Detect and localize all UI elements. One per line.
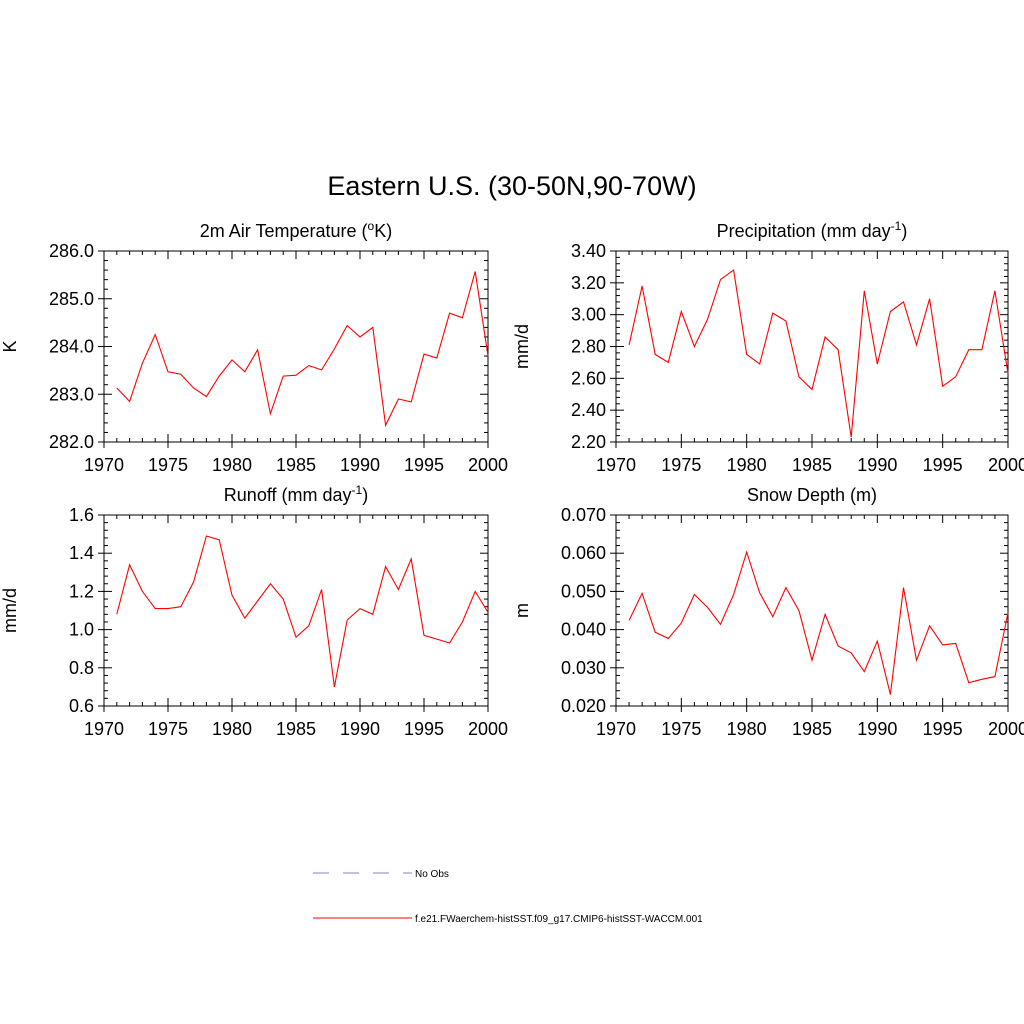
y-tick-label: 0.070 [561,505,606,525]
x-tick-label: 1985 [792,719,832,739]
y-tick-label: 3.00 [571,305,606,325]
y-tick-label: 0.6 [69,696,94,716]
panel-title-sup: -1 [891,219,902,233]
legend-model-label: f.e21.FWaerchem-histSST.f09_g17.CMIP6-hi… [415,914,703,925]
y-tick-label: 0.030 [561,658,606,678]
x-tick-label: 1995 [404,719,444,739]
x-tick-label: 1975 [148,455,188,475]
legend: No Obs f.e21.FWaerchem-histSST.f09_g17.C… [313,869,703,925]
x-tick-label: 2000 [468,719,508,739]
figure-title: Eastern U.S. (30-50N,90-70W) [327,171,696,201]
panel-title: Snow Depth (m) [747,485,877,505]
y-tick-label: 0.8 [69,658,94,678]
y-tick-label: 1.6 [69,505,94,525]
y-axis-label: mm/d [512,324,532,369]
x-tick-label: 1975 [661,455,701,475]
panels: 2m Air Temperature (oK) K 1970 1975 1980 1985… [0,219,1024,739]
panel-title: 2m Air Temperature (oK) [200,219,392,241]
panel-title-main: Snow Depth (m) [747,485,877,505]
x-tick-label: 1970 [84,455,124,475]
y-tick-label: 0.040 [561,620,606,640]
x-tick-label: 1980 [212,455,252,475]
series-line-0 [116,271,489,428]
series-line-0 [628,269,1009,438]
x-tick-label: 2000 [468,455,508,475]
y-tick-label: 1.2 [69,581,94,601]
x-tick-label: 1975 [661,719,701,739]
y-tick-label: 284.0 [49,337,94,357]
panel-1: Precipitation (mm day-1) mm/d 1970 1975 1980… [512,219,1024,475]
y-axis-label: mm/d [0,588,20,633]
series-line-0 [116,535,489,688]
panel-title-tail: ) [362,485,368,505]
y-tick-label: 2.20 [571,432,606,452]
y-tick-label: 0.020 [561,696,606,716]
x-tick-label: 1985 [792,455,832,475]
panel-2: Runoff (mm day-1) mm/d 1970 1975 1980 1985 199… [0,483,508,739]
x-tick-label: 1990 [340,455,380,475]
x-tick-label: 1980 [727,719,767,739]
x-tick-label: 1995 [923,719,963,739]
y-tick-label: 0.050 [561,581,606,601]
panel-title: Runoff (mm day-1) [224,483,368,505]
x-tick-label: 2000 [988,455,1024,475]
panel-title-main: 2m Air Temperature ( [200,221,368,241]
x-tick-label: 1985 [276,455,316,475]
panel-title: Precipitation (mm day-1) [717,219,908,241]
panel-title-sup: -1 [352,483,363,497]
x-tick-label: 1970 [596,719,636,739]
x-tick-label: 1995 [404,455,444,475]
y-tick-label: 282.0 [49,432,94,452]
y-tick-label: 283.0 [49,384,94,404]
x-tick-label: 1980 [727,455,767,475]
y-tick-label: 1.0 [69,620,94,640]
y-tick-label: 2.60 [571,368,606,388]
x-tick-label: 1975 [148,719,188,739]
panel-title-tail: ) [901,221,907,241]
series-line-0 [628,550,1009,695]
x-tick-label: 2000 [988,719,1024,739]
panel-title-sup: o [368,219,375,233]
y-axis-label: K [0,340,20,352]
x-tick-label: 1990 [857,719,897,739]
x-tick-label: 1985 [276,719,316,739]
y-tick-label: 1.4 [69,543,94,563]
y-tick-label: 3.20 [571,273,606,293]
panel-0: 2m Air Temperature (oK) K 1970 1975 1980 1985… [0,219,508,475]
y-tick-label: 0.060 [561,543,606,563]
x-tick-label: 1990 [340,719,380,739]
x-tick-label: 1970 [596,455,636,475]
panel-title-main: Precipitation (mm day [717,221,891,241]
panel-title-main: Runoff (mm day [224,485,352,505]
y-axis-label: m [512,603,532,618]
y-tick-label: 286.0 [49,241,94,261]
panel-title-tail: K) [374,221,392,241]
y-tick-label: 285.0 [49,289,94,309]
x-tick-label: 1980 [212,719,252,739]
x-tick-label: 1995 [923,455,963,475]
legend-obs-label: No Obs [415,869,449,880]
y-tick-label: 2.40 [571,400,606,420]
panel-3: Snow Depth (m) m 1970 1975 1980 1985 1990 1995 2… [512,485,1024,739]
y-tick-label: 3.40 [571,241,606,261]
x-tick-label: 1970 [84,719,124,739]
y-tick-label: 2.80 [571,337,606,357]
x-tick-label: 1990 [857,455,897,475]
